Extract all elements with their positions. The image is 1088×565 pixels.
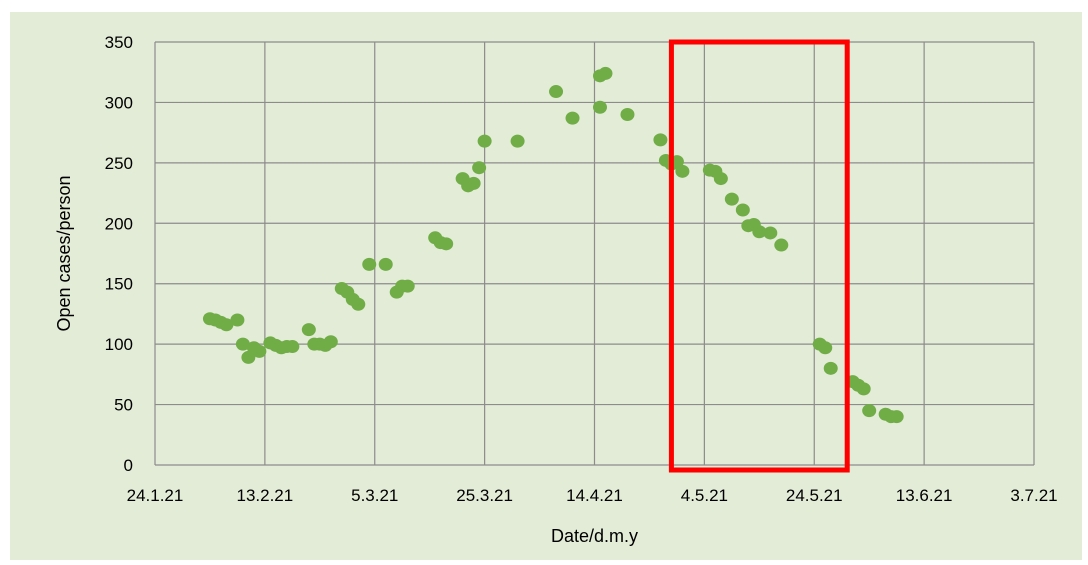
data-point bbox=[285, 340, 300, 354]
data-point bbox=[763, 226, 778, 240]
data-point bbox=[230, 313, 245, 327]
data-point bbox=[774, 238, 789, 252]
x-tick-label: 14.4.21 bbox=[566, 486, 623, 505]
chart-panel: 0 50 100 150 200 250 300 350 24.1.21 13.2.21 5.3.… bbox=[10, 12, 1082, 560]
data-point bbox=[362, 257, 377, 271]
data-point bbox=[598, 66, 613, 80]
data-point bbox=[378, 257, 393, 271]
data-point bbox=[235, 337, 250, 351]
data-point bbox=[477, 134, 492, 148]
data-point bbox=[823, 361, 838, 375]
data-point bbox=[241, 350, 256, 364]
y-tick-label: 150 bbox=[105, 275, 133, 294]
grid-lines bbox=[154, 41, 1035, 466]
data-point bbox=[735, 203, 750, 217]
x-tick-label: 4.5.21 bbox=[681, 486, 728, 505]
x-tick-label: 13.6.21 bbox=[896, 486, 953, 505]
y-tick-label: 250 bbox=[105, 154, 133, 173]
y-axis-label: Open cases/person bbox=[54, 175, 74, 331]
x-tick-label: 13.2.21 bbox=[237, 486, 294, 505]
data-point bbox=[653, 133, 668, 147]
data-point bbox=[724, 192, 739, 206]
data-point bbox=[862, 404, 877, 418]
data-point bbox=[565, 111, 580, 125]
x-tick-labels: 24.1.21 13.2.21 5.3.21 25.3.21 14.4.21 4.5.21… bbox=[127, 486, 1058, 505]
data-point bbox=[818, 341, 833, 355]
data-point bbox=[439, 237, 454, 251]
data-point bbox=[675, 164, 690, 178]
data-point bbox=[400, 279, 415, 293]
x-tick-label: 24.1.21 bbox=[127, 486, 184, 505]
data-point bbox=[510, 134, 525, 148]
y-tick-label: 0 bbox=[124, 456, 133, 475]
data-point bbox=[889, 410, 904, 424]
data-point bbox=[549, 85, 564, 99]
highlight-box bbox=[668, 39, 850, 473]
data-point bbox=[713, 172, 728, 186]
data-point bbox=[301, 323, 316, 337]
x-tick-label: 25.3.21 bbox=[456, 486, 513, 505]
y-tick-label: 200 bbox=[105, 214, 133, 233]
data-point bbox=[592, 100, 607, 114]
data-point bbox=[856, 382, 871, 396]
data-point bbox=[351, 297, 366, 311]
scatter-chart: 0 50 100 150 200 250 300 350 24.1.21 13.2.21 5.3.… bbox=[54, 33, 1058, 546]
data-point bbox=[620, 108, 635, 122]
data-point bbox=[252, 344, 267, 358]
x-tick-label: 5.3.21 bbox=[351, 486, 398, 505]
data-point bbox=[466, 176, 481, 190]
x-tick-label: 3.7.21 bbox=[1010, 486, 1057, 505]
data-point bbox=[323, 335, 338, 349]
data-point bbox=[219, 318, 234, 332]
data-point bbox=[752, 225, 767, 239]
data-points bbox=[202, 66, 904, 424]
y-tick-label: 100 bbox=[105, 335, 133, 354]
y-tick-label: 350 bbox=[105, 33, 133, 52]
y-tick-labels: 0 50 100 150 200 250 300 350 bbox=[105, 33, 133, 475]
y-tick-label: 300 bbox=[105, 93, 133, 112]
x-axis-label: Date/d.m.y bbox=[551, 526, 638, 546]
x-tick-label: 24.5.21 bbox=[786, 486, 843, 505]
y-tick-label: 50 bbox=[114, 396, 133, 415]
data-point bbox=[472, 161, 487, 175]
